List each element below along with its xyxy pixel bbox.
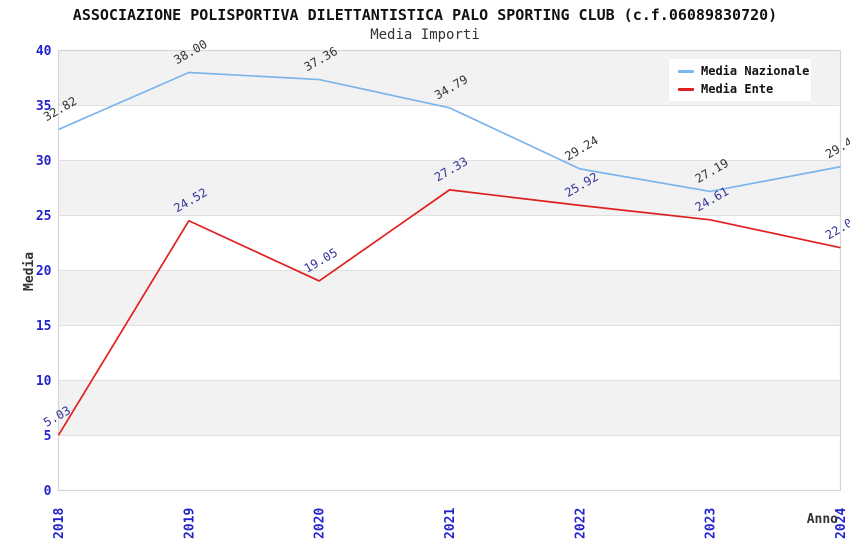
x-axis-title: Anno (807, 512, 838, 527)
y-tick-label: 30 (36, 154, 52, 169)
plot-border (57, 49, 842, 492)
y-tick-label: 40 (36, 44, 52, 59)
y-tick-label: 0 (44, 484, 52, 499)
plot-band (58, 270, 841, 326)
chart-subtitle: Media Importi (370, 27, 480, 43)
x-tick-label: 2020 (313, 508, 328, 539)
x-tick-label: 2021 (443, 508, 458, 539)
chart-title: ASSOCIAZIONE POLISPORTIVA DILETTANTISTIC… (72, 6, 778, 24)
legend-item-media-nazionale[interactable]: Media Nazionale (669, 64, 811, 78)
plot-band (58, 160, 841, 216)
x-tick-label: 2023 (704, 508, 719, 539)
x-tick-label: 2022 (573, 508, 588, 539)
legend-item-media-ente[interactable]: Media Ente (669, 82, 811, 96)
y-tick-label: 35 (36, 99, 52, 114)
y-tick-label: 20 (36, 264, 52, 279)
x-tick-label: 2019 (182, 508, 197, 539)
x-tick-label: 2018 (52, 508, 67, 539)
y-axis-title: Media (22, 252, 37, 291)
plot-band (58, 325, 841, 381)
y-tick-label: 5 (44, 429, 52, 444)
series-line-media-ente[interactable] (57, 189, 841, 436)
y-tick-label: 25 (36, 209, 52, 224)
legend-swatch-nazionale-icon (678, 69, 694, 73)
y-tick-label: 10 (36, 374, 52, 389)
legend: Media Nazionale Media Ente (669, 59, 811, 101)
series-line-media-nazionale[interactable] (58, 71, 841, 193)
legend-label-media-nazionale: Media Nazionale (701, 64, 810, 78)
plot-band (58, 435, 841, 491)
plot-band (58, 380, 841, 436)
plot-band (58, 105, 841, 161)
legend-label-media-ente: Media Ente (701, 82, 774, 96)
plot-band (58, 215, 841, 271)
x-tick-label: 2024 (834, 508, 849, 539)
legend-swatch-ente-icon (678, 87, 694, 91)
y-tick-label: 15 (36, 319, 52, 334)
